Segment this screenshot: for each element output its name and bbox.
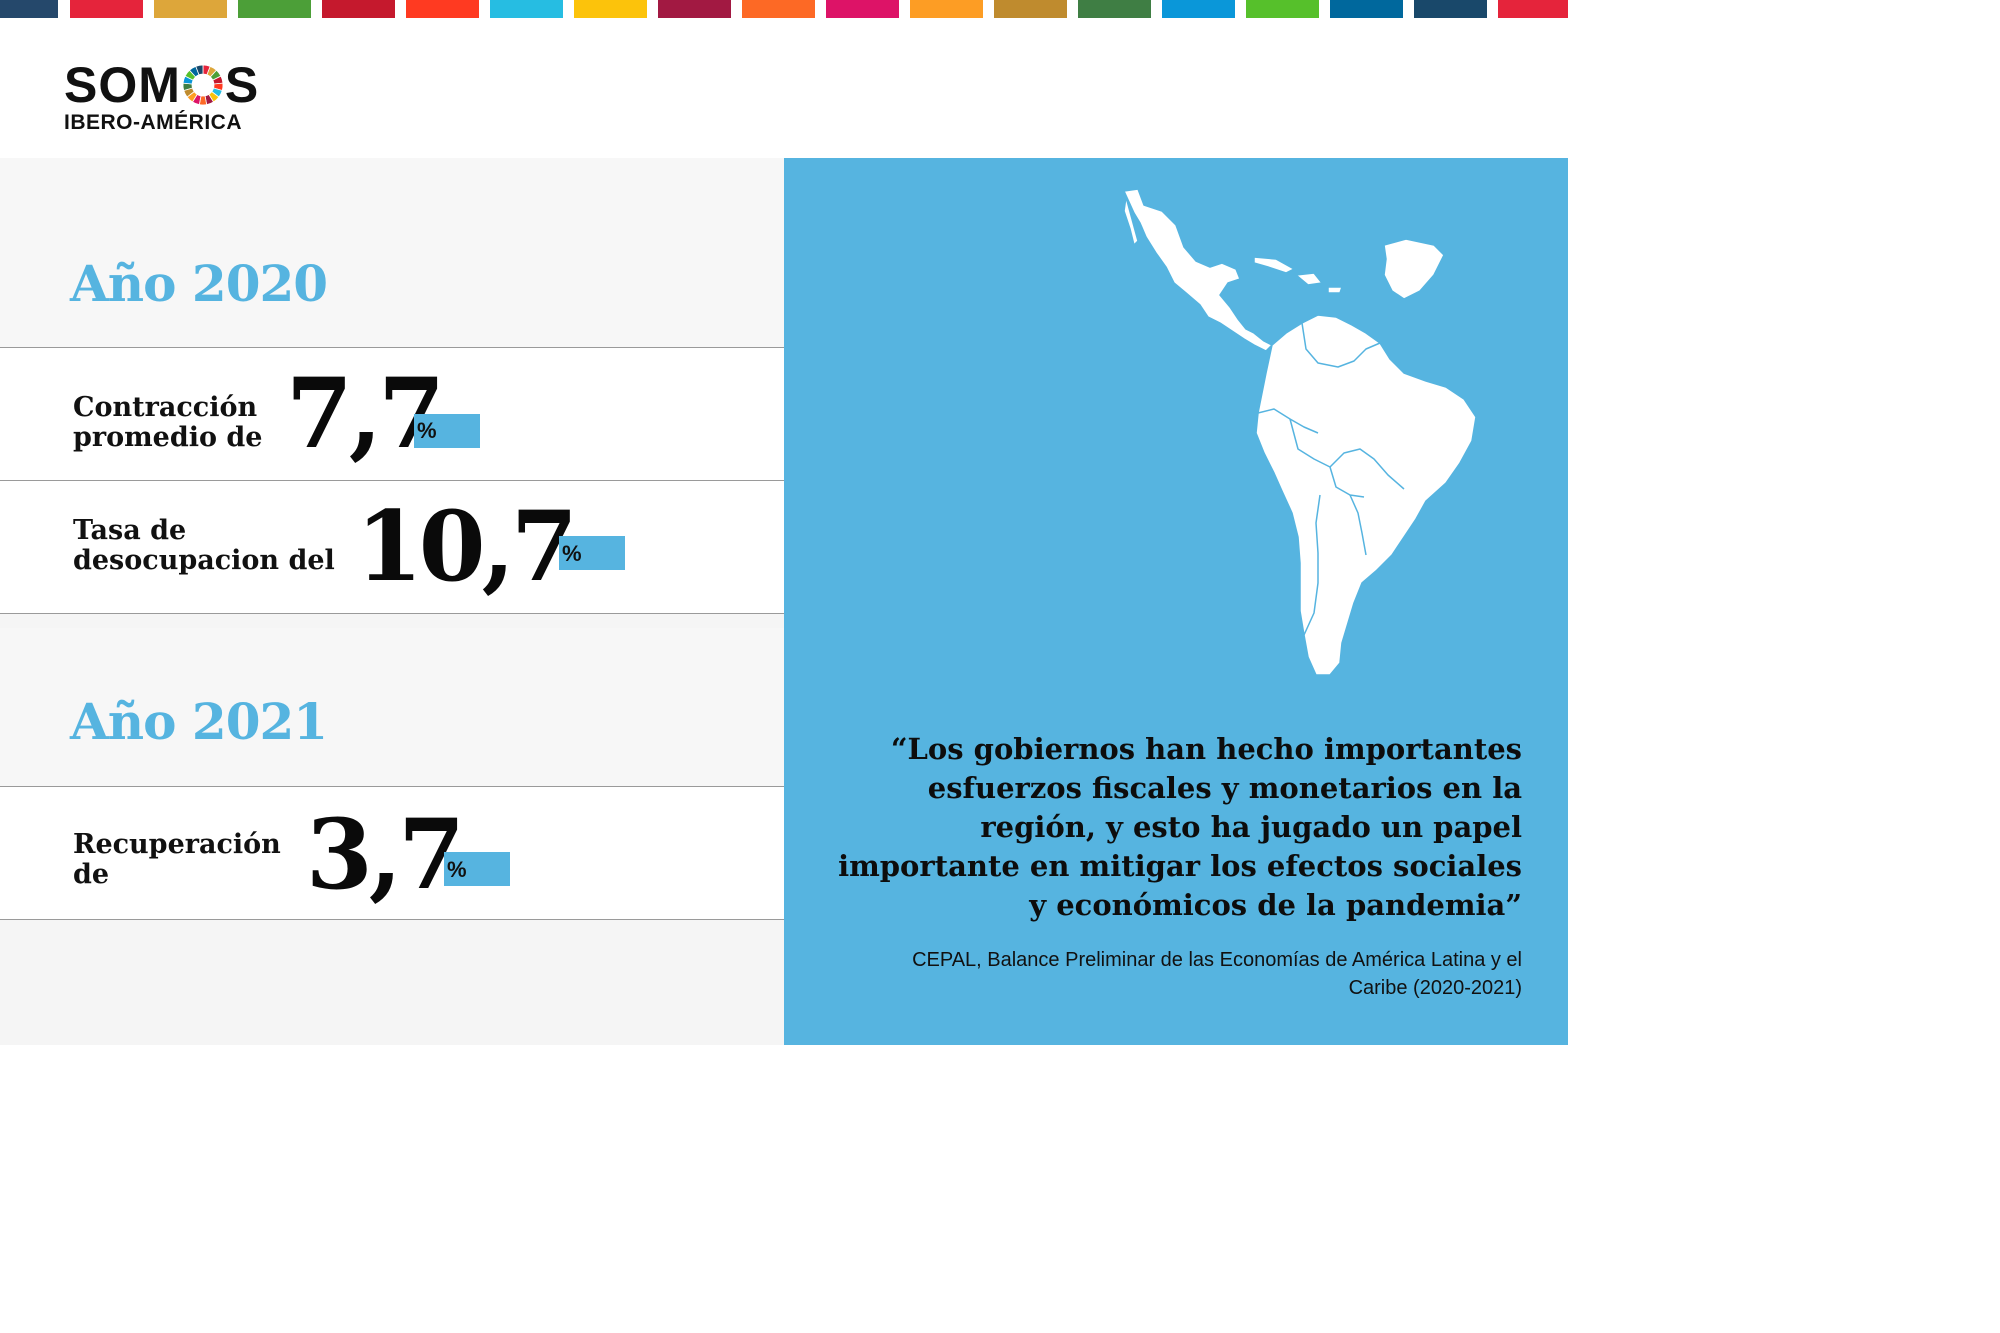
stat-label: Contracción promedio de <box>73 392 263 453</box>
strip-segment <box>1162 0 1235 18</box>
strip-segment <box>1498 0 1568 18</box>
stat-value: 3,7 <box>306 798 465 911</box>
strip-segment <box>1330 0 1403 18</box>
year-heading-2020: Año 2020 <box>70 254 328 313</box>
percent-highlight <box>414 414 480 448</box>
sdg-wheel-icon <box>182 64 224 106</box>
stat-row-recovery: Recuperación de 3,7 % <box>0 786 784 920</box>
percent-sign: % <box>562 541 582 566</box>
strip-segment <box>70 0 143 18</box>
percent-sign: % <box>447 857 467 882</box>
strip-segment <box>1246 0 1319 18</box>
strip-segment <box>742 0 815 18</box>
sdg-color-strip <box>0 0 1568 18</box>
logo-wordmark: SOM S <box>64 57 260 113</box>
stat-row-unemployment: Tasa de desocupacion del 10,7 % <box>0 480 784 614</box>
latin-america-map-icon <box>1123 188 1477 676</box>
somos-iberoamerica-logo[interactable]: SOM S IBERO-AMÉRICA <box>64 57 294 142</box>
year-heading-2021: Año 2021 <box>70 692 328 751</box>
percent-highlight <box>559 536 625 570</box>
stat-label: Tasa de desocupacion del <box>73 515 335 576</box>
logo-subtitle: IBERO-AMÉRICA <box>64 111 242 134</box>
percent-highlight <box>444 852 510 886</box>
strip-segment <box>1414 0 1487 18</box>
stat-row-contraction: Contracción promedio de 7,7 % <box>0 347 784 481</box>
strip-segment <box>322 0 395 18</box>
strip-segment <box>658 0 731 18</box>
year-band-2020: Año 2020 <box>0 158 784 348</box>
strip-segment <box>490 0 563 18</box>
logo-word-right: S <box>224 57 260 113</box>
quote-source: CEPAL, Balance Preliminar de las Economí… <box>912 949 1522 999</box>
percent-sign: % <box>417 418 437 443</box>
strip-segment <box>826 0 899 18</box>
strip-segment <box>910 0 983 18</box>
logo-word-left: SOM <box>64 57 181 113</box>
stats-panel: Año 2020 Contracción promedio de 7,7 % T… <box>0 158 784 1045</box>
quote-panel: “Los gobiernos han hecho importantes esf… <box>784 158 1568 1045</box>
year-band-2021: Año 2021 <box>0 628 784 786</box>
strip-segment <box>994 0 1067 18</box>
strip-segment <box>1078 0 1151 18</box>
quote-text: “Los gobiernos han hecho importantes esf… <box>838 732 1522 922</box>
strip-segment <box>238 0 311 18</box>
strip-segment <box>406 0 479 18</box>
stat-value: 10,7 <box>356 490 578 603</box>
wheel-segment <box>195 64 204 76</box>
strip-segment <box>0 0 58 18</box>
stat-label: Recuperación de <box>73 829 281 890</box>
strip-segment <box>154 0 227 18</box>
strip-segment <box>574 0 647 18</box>
